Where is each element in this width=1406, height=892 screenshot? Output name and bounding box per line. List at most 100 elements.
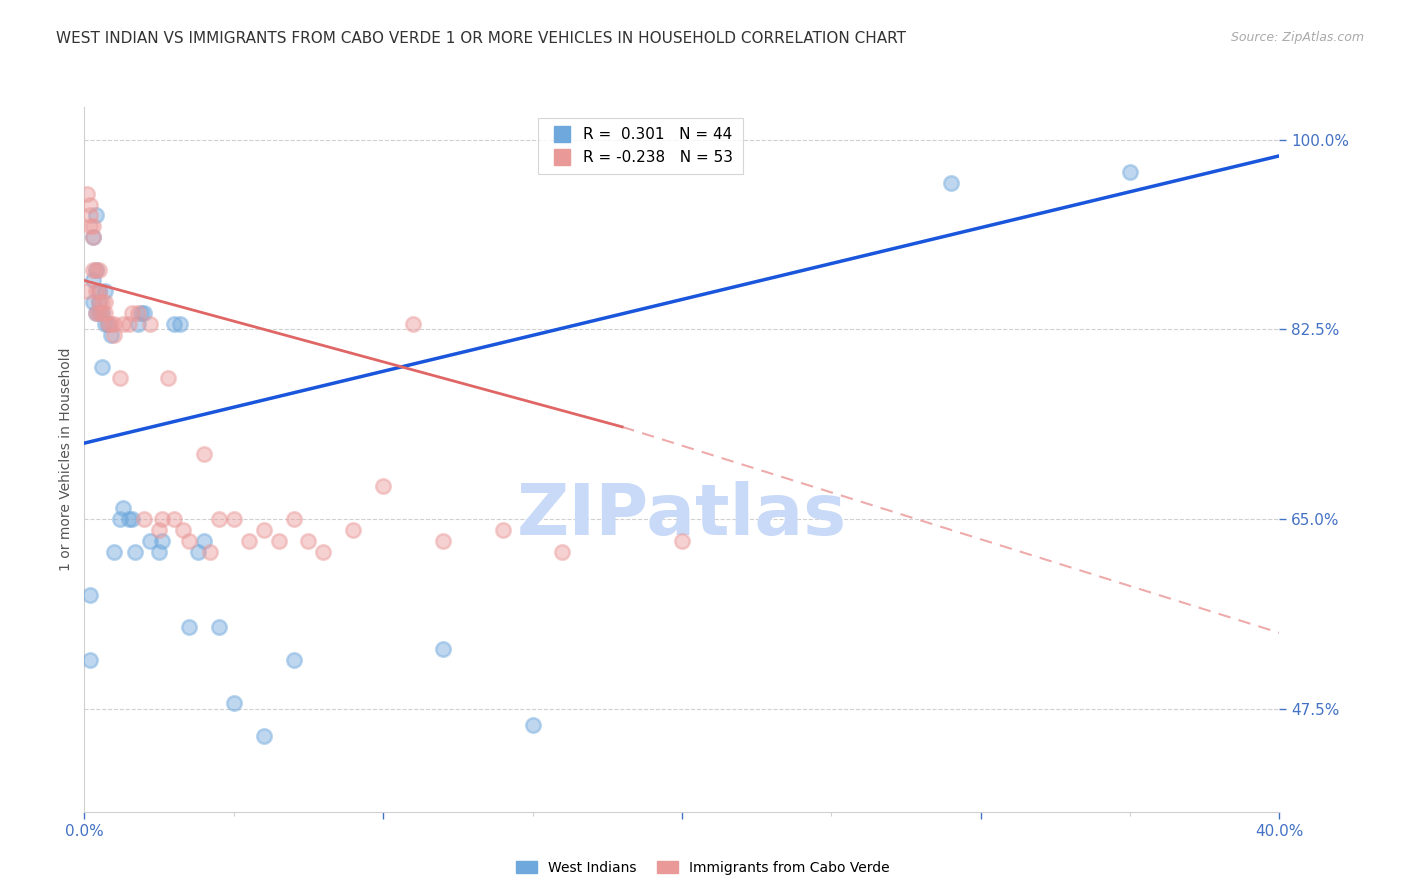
Point <box>253 729 276 743</box>
Point <box>94 317 117 331</box>
Point <box>283 512 305 526</box>
Point <box>163 317 186 331</box>
Point <box>124 544 146 558</box>
Point <box>97 317 120 331</box>
Point <box>100 317 122 331</box>
Point <box>79 209 101 223</box>
Point <box>94 306 117 320</box>
Point <box>89 285 111 299</box>
Point <box>89 306 111 320</box>
Point <box>373 479 395 493</box>
Point <box>139 533 162 548</box>
Point <box>82 262 104 277</box>
Point <box>103 544 125 558</box>
Point <box>112 317 135 331</box>
Point <box>86 306 108 320</box>
Point <box>432 642 454 657</box>
Point <box>97 317 120 331</box>
Point <box>89 262 111 277</box>
Point <box>177 533 200 548</box>
Point <box>402 317 425 331</box>
Point <box>118 317 141 331</box>
Point <box>253 523 276 537</box>
Point <box>163 512 186 526</box>
Point <box>76 285 98 299</box>
Point <box>172 523 194 537</box>
Point <box>671 837 693 851</box>
Point <box>91 360 114 375</box>
Point <box>89 295 111 310</box>
Point <box>86 285 108 299</box>
Point <box>112 501 135 516</box>
Point <box>208 512 231 526</box>
Point <box>132 306 156 320</box>
Point <box>82 219 104 234</box>
Point <box>91 306 114 320</box>
Point <box>198 544 221 558</box>
Point <box>103 317 125 331</box>
Point <box>121 306 143 320</box>
Point <box>148 544 170 558</box>
Point <box>91 295 114 310</box>
Point <box>94 295 117 310</box>
Text: Source: ZipAtlas.com: Source: ZipAtlas.com <box>1230 31 1364 45</box>
Point <box>82 230 104 244</box>
Point <box>150 533 173 548</box>
Point <box>312 544 335 558</box>
Point <box>132 512 156 526</box>
Point <box>177 620 200 634</box>
Point <box>222 696 245 710</box>
Point <box>103 327 125 342</box>
Legend: R =  0.301   N = 44, R = -0.238   N = 53: R = 0.301 N = 44, R = -0.238 N = 53 <box>537 119 742 174</box>
Point <box>139 317 162 331</box>
Point <box>551 544 574 558</box>
Text: WEST INDIAN VS IMMIGRANTS FROM CABO VERDE 1 OR MORE VEHICLES IN HOUSEHOLD CORREL: WEST INDIAN VS IMMIGRANTS FROM CABO VERD… <box>56 31 907 46</box>
Point <box>82 295 104 310</box>
Point <box>522 718 544 732</box>
Point <box>86 262 108 277</box>
Point <box>169 317 191 331</box>
Point <box>82 273 104 287</box>
Point <box>267 533 290 548</box>
Point <box>342 523 364 537</box>
Point <box>193 533 215 548</box>
Point <box>79 197 101 211</box>
Point <box>91 306 114 320</box>
Point <box>492 523 515 537</box>
Point <box>129 306 152 320</box>
Point <box>127 306 149 320</box>
Point <box>86 306 108 320</box>
Point <box>297 533 319 548</box>
Point <box>121 512 143 526</box>
Point <box>79 653 101 667</box>
Point <box>89 295 111 310</box>
Point <box>208 620 231 634</box>
Point <box>671 533 693 548</box>
Point <box>150 512 173 526</box>
Point <box>222 512 245 526</box>
Y-axis label: 1 or more Vehicles in Household: 1 or more Vehicles in Household <box>59 348 73 571</box>
Point <box>187 544 209 558</box>
Point <box>100 327 122 342</box>
Point <box>312 815 335 830</box>
Point <box>82 230 104 244</box>
Point <box>157 371 180 385</box>
Text: ZIPatlas: ZIPatlas <box>517 482 846 550</box>
Point <box>86 262 108 277</box>
Point <box>1119 165 1142 179</box>
Point <box>110 371 132 385</box>
Point <box>238 533 260 548</box>
Point <box>127 317 149 331</box>
Point <box>283 653 305 667</box>
Point <box>94 285 117 299</box>
Point <box>432 533 454 548</box>
Point <box>148 523 170 537</box>
Legend: West Indians, Immigrants from Cabo Verde: West Indians, Immigrants from Cabo Verde <box>510 855 896 880</box>
Point <box>89 285 111 299</box>
Point <box>193 447 215 461</box>
Point <box>939 176 962 190</box>
Point <box>89 306 111 320</box>
Point <box>76 186 98 201</box>
Point <box>118 512 141 526</box>
Point <box>79 219 101 234</box>
